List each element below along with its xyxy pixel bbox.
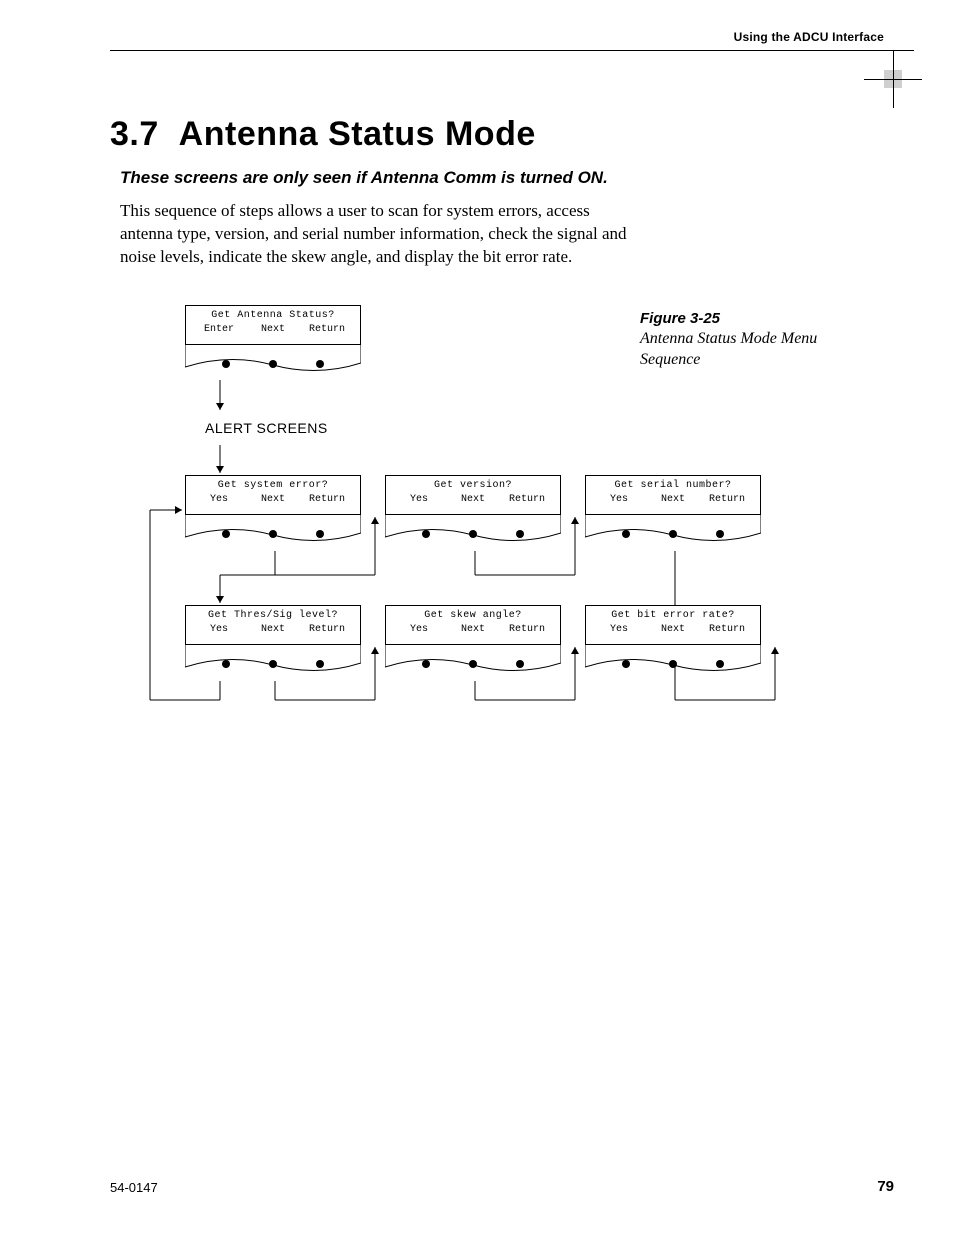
- menu-option: Next: [246, 324, 300, 335]
- menu-option: Return: [300, 324, 354, 335]
- dot-icon: [269, 360, 277, 368]
- dot-icon: [222, 660, 230, 668]
- dot-icon: [222, 530, 230, 538]
- header-section: Using the ADCU Interface: [734, 30, 884, 44]
- button-dots: [585, 660, 761, 668]
- menu-option: Return: [500, 494, 554, 505]
- dot-icon: [669, 530, 677, 538]
- menu-box-row1-2: Get serial number?YesNextReturn: [585, 475, 761, 515]
- dot-icon: [516, 530, 524, 538]
- menu-box-row2-2: Get bit error rate?YesNextReturn: [585, 605, 761, 645]
- menu-option: Yes: [592, 624, 646, 635]
- dot-icon: [422, 660, 430, 668]
- menu-question: Get Antenna Status?: [186, 306, 360, 321]
- subtitle: These screens are only seen if Antenna C…: [120, 168, 608, 188]
- menu-box-row1-1: Get version?YesNextReturn: [385, 475, 561, 515]
- menu-options: YesNextReturn: [186, 621, 360, 635]
- menu-box-row2-1: Get skew angle?YesNextReturn: [385, 605, 561, 645]
- menu-option: Return: [300, 624, 354, 635]
- cropmark-icon: [874, 60, 914, 100]
- button-dots: [385, 530, 561, 538]
- menu-option: Return: [700, 494, 754, 505]
- menu-question: Get bit error rate?: [586, 606, 760, 621]
- dot-icon: [469, 660, 477, 668]
- menu-options: YesNextReturn: [586, 621, 760, 635]
- button-dots: [185, 660, 361, 668]
- menu-option: Yes: [192, 624, 246, 635]
- page-title: 3.7 Antenna Status Mode: [110, 115, 536, 154]
- page: Using the ADCU Interface 3.7 Antenna Sta…: [0, 0, 954, 1235]
- dot-icon: [669, 660, 677, 668]
- menu-question: Get version?: [386, 476, 560, 491]
- menu-option: Next: [246, 494, 300, 505]
- dot-icon: [622, 530, 630, 538]
- menu-options: YesNextReturn: [586, 491, 760, 505]
- menu-box-row2-0: Get Thres/Sig level?YesNextReturn: [185, 605, 361, 645]
- dot-icon: [716, 660, 724, 668]
- menu-options: EnterNextReturn: [186, 321, 360, 335]
- dot-icon: [516, 660, 524, 668]
- button-dots: [385, 660, 561, 668]
- menu-option: Next: [246, 624, 300, 635]
- button-dots: [185, 360, 361, 368]
- dot-icon: [269, 660, 277, 668]
- menu-option: Return: [500, 624, 554, 635]
- button-dots: [585, 530, 761, 538]
- menu-box-row1-0: Get system error?YesNextReturn: [185, 475, 361, 515]
- menu-question: Get Thres/Sig level?: [186, 606, 360, 621]
- dot-icon: [269, 530, 277, 538]
- dot-icon: [316, 360, 324, 368]
- dot-icon: [316, 530, 324, 538]
- header-rule: [110, 50, 914, 51]
- menu-option: Next: [446, 494, 500, 505]
- button-dots: [185, 530, 361, 538]
- dot-icon: [469, 530, 477, 538]
- menu-options: YesNextReturn: [186, 491, 360, 505]
- dot-icon: [622, 660, 630, 668]
- menu-option: Yes: [192, 494, 246, 505]
- menu-question: Get skew angle?: [386, 606, 560, 621]
- footer-doc-number: 54-0147: [110, 1180, 158, 1195]
- dot-icon: [716, 530, 724, 538]
- menu-options: YesNextReturn: [386, 621, 560, 635]
- menu-question: Get system error?: [186, 476, 360, 491]
- dot-icon: [222, 360, 230, 368]
- menu-option: Return: [700, 624, 754, 635]
- dot-icon: [316, 660, 324, 668]
- menu-option: Next: [446, 624, 500, 635]
- menu-box-top: Get Antenna Status?EnterNextReturn: [185, 305, 361, 345]
- menu-option: Yes: [392, 494, 446, 505]
- menu-option: Yes: [592, 494, 646, 505]
- title-text: Antenna Status Mode: [179, 115, 536, 153]
- menu-option: Enter: [192, 324, 246, 335]
- flowchart-diagram: ALERT SCREENS Get Antenna Status?EnterNe…: [130, 305, 810, 715]
- dot-icon: [422, 530, 430, 538]
- menu-option: Next: [646, 494, 700, 505]
- title-number: 3.7: [110, 115, 159, 153]
- menu-option: Yes: [392, 624, 446, 635]
- footer-page-number: 79: [877, 1178, 894, 1195]
- menu-option: Next: [646, 624, 700, 635]
- body-paragraph: This sequence of steps allows a user to …: [120, 200, 640, 269]
- menu-option: Return: [300, 494, 354, 505]
- menu-question: Get serial number?: [586, 476, 760, 491]
- menu-options: YesNextReturn: [386, 491, 560, 505]
